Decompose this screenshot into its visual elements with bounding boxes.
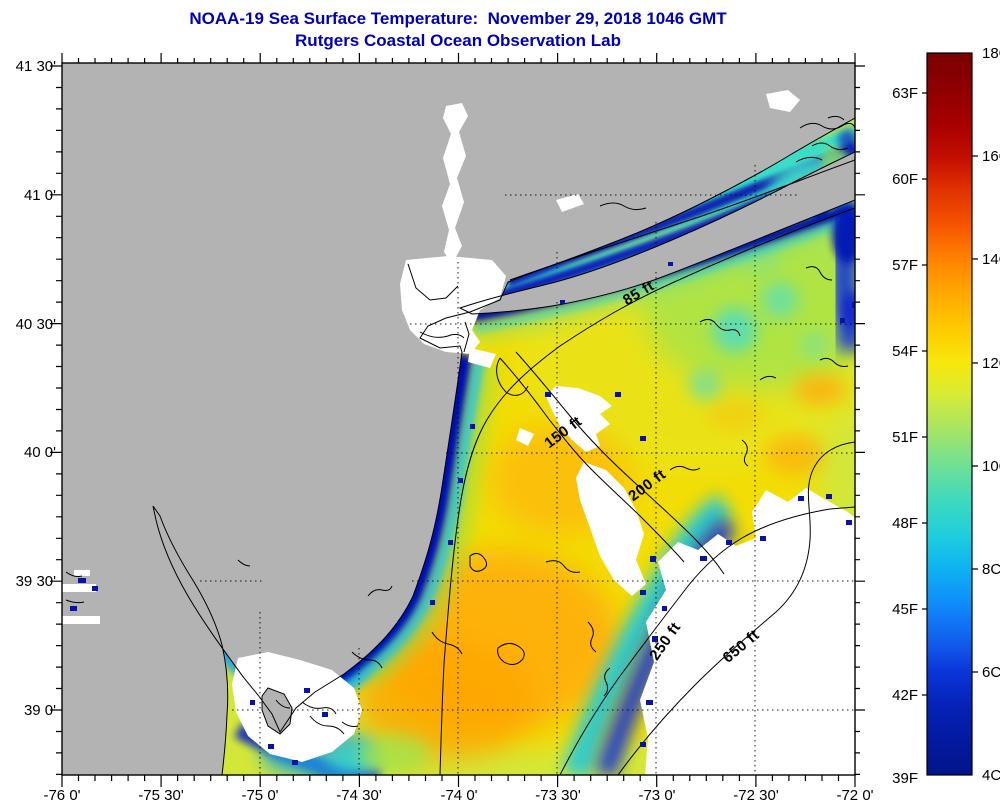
colorbar-gradient [926, 52, 973, 776]
colorbar-f-label: 45F [892, 601, 918, 618]
lon-tick-label: -73 0' [638, 787, 675, 804]
colorbar-c-label: 4C [982, 767, 1000, 784]
lon-tick-label: -75 30' [138, 787, 184, 804]
lat-tick-label: 40 0' [24, 444, 56, 461]
lat-tick-label: 41 30' [16, 58, 57, 75]
colorbar-f-label: 57F [892, 257, 918, 274]
lon-tick-label: -75 0' [241, 787, 278, 804]
colorbar-f-label: 48F [892, 515, 918, 532]
lat-tick-label: 39 0' [24, 702, 56, 719]
colorbar-f-label: 51F [892, 429, 918, 446]
lat-tick-label: 39 30' [16, 573, 57, 590]
lon-tick-label: -73 30' [535, 787, 581, 804]
lat-tick-label: 41 0' [24, 187, 56, 204]
colorbar: 63F 60F 57F 54F 51F 48F 45F 42F 39F 18C … [892, 45, 1000, 787]
colorbar-c-label: 14C [982, 251, 1000, 268]
colorbar-f-label: 54F [892, 343, 918, 360]
colorbar-f-label: 63F [892, 85, 918, 102]
lon-tick-label: -72 30' [733, 787, 779, 804]
lon-tick-label: -74 0' [440, 787, 477, 804]
colorbar-ticks [922, 92, 978, 696]
colorbar-c-label: 12C [982, 355, 1000, 372]
lat-axis: 41 30' 41 0' 40 30' 40 0' 39 30' 39 0' [16, 58, 57, 719]
lon-tick-label: -74 30' [336, 787, 382, 804]
colorbar-c-label: 18C [982, 45, 1000, 62]
colorbar-f-label: 42F [892, 687, 918, 704]
colorbar-c-label: 8C [982, 561, 1000, 578]
cold-pixel-speckles [250, 262, 855, 765]
lon-tick-label: -72 0' [836, 787, 873, 804]
colorbar-f-label: 60F [892, 171, 918, 188]
lon-axis: -76 0' -75 30' -75 0' -74 30' -74 0' -73… [43, 787, 873, 804]
colorbar-c-label: 10C [982, 458, 1000, 475]
contour-lines [62, 63, 855, 775]
colorbar-fahrenheit-labels: 63F 60F 57F 54F 51F 48F 45F 42F 39F [892, 85, 918, 787]
axis-ticks [50, 53, 865, 787]
colorbar-c-label: 6C [982, 664, 1000, 681]
lat-tick-label: 40 30' [16, 316, 57, 333]
page-subtitle: Rutgers Coastal Ocean Observation Lab [295, 31, 621, 50]
colorbar-c-label: 16C [982, 148, 1000, 165]
colorbar-celsius-labels: 18C 16C 14C 12C 10C 8C 6C 4C [982, 45, 1000, 784]
lon-tick-label: -76 0' [43, 787, 80, 804]
colorbar-f-label: 39F [892, 770, 918, 787]
page-title: NOAA-19 Sea Surface Temperature: Novembe… [189, 9, 727, 28]
